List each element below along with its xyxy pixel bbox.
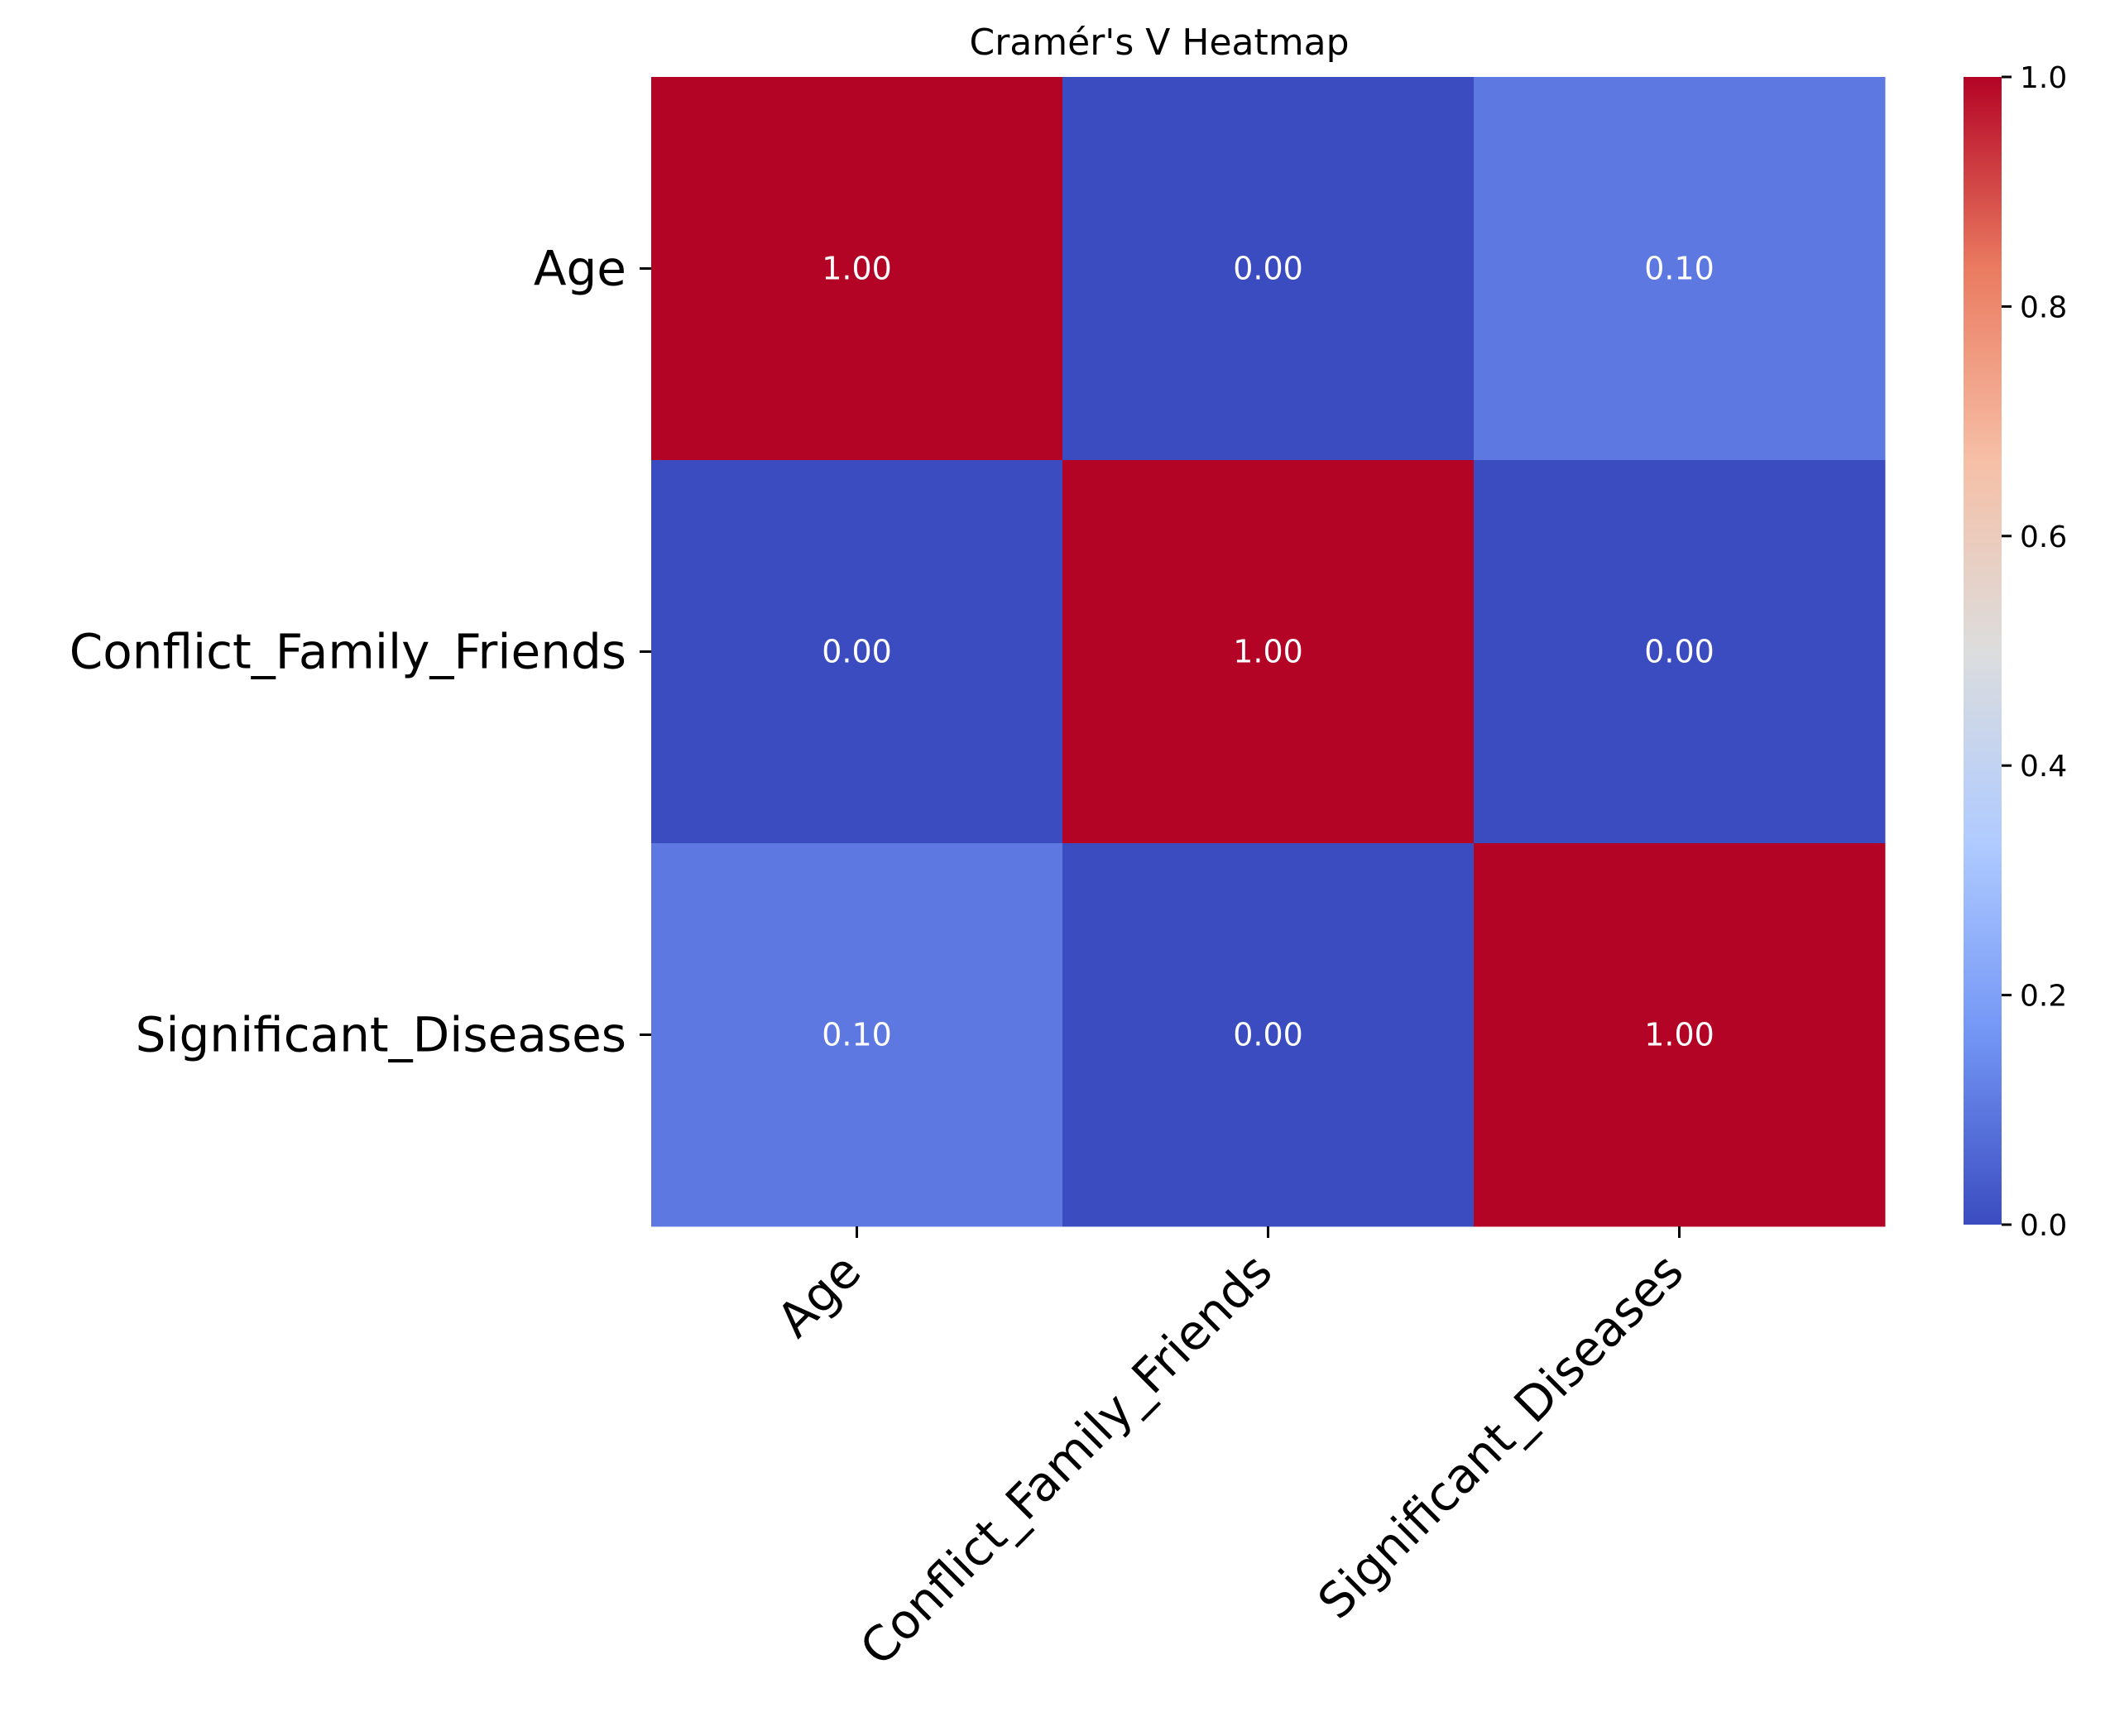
heatmap-cell-r1-c2 bbox=[1474, 460, 1886, 844]
heatmap-cells bbox=[651, 77, 1886, 1227]
heatmap-cell-r2-c0 bbox=[651, 843, 1063, 1227]
cell-value-label-r2-c1: 0.00 bbox=[1233, 1017, 1303, 1053]
y-tick-label-1: Conflict_Family_Friends bbox=[70, 624, 626, 680]
colorbar-tick-label-1: 0.2 bbox=[2020, 980, 2067, 1014]
colorbar-tick-label-4: 0.8 bbox=[2020, 290, 2067, 324]
cell-value-label-r2-c2: 1.00 bbox=[1644, 1017, 1714, 1053]
colorbar-tick-label-0: 0.0 bbox=[2020, 1209, 2067, 1243]
cell-value-label-r1-c1: 1.00 bbox=[1233, 634, 1303, 670]
chart-title: Cramér's V Heatmap bbox=[969, 22, 1349, 64]
heatmap-cell-r1-c1 bbox=[1062, 460, 1475, 844]
y-axis-ticks: Age Conflict_Family_Friends Significant_Di… bbox=[70, 241, 651, 1063]
cell-value-label-r2-c0: 0.10 bbox=[822, 1017, 892, 1053]
heatmap-cell-r0-c1 bbox=[1062, 77, 1475, 461]
colorbar-tick-label-3: 0.6 bbox=[2020, 520, 2067, 554]
cell-value-label-r1-c2: 0.00 bbox=[1644, 634, 1714, 670]
x-tick-label-1: Conflict_Family_Friends bbox=[849, 1243, 1283, 1676]
cell-value-label-r0-c0: 1.00 bbox=[822, 251, 892, 287]
heatmap-cell-labels: 1.00 0.00 0.10 0.00 1.00 0.00 0.10 0.00 1.00 bbox=[822, 251, 1714, 1053]
heatmap-cell-r0-c2 bbox=[1474, 77, 1886, 461]
y-tick-label-2: Significant_Diseases bbox=[136, 1007, 626, 1063]
cell-value-label-r0-c1: 0.00 bbox=[1233, 251, 1303, 287]
heatmap-cell-r1-c0 bbox=[651, 460, 1063, 844]
heatmap-cell-r2-c2 bbox=[1474, 843, 1886, 1227]
colorbar-tick-label-5: 1.0 bbox=[2020, 61, 2067, 95]
y-tick-label-0: Age bbox=[534, 241, 626, 297]
heatmap-cell-r2-c1 bbox=[1062, 843, 1475, 1227]
cell-value-label-r1-c0: 0.00 bbox=[822, 634, 892, 670]
heatmap-cell-r0-c0 bbox=[651, 77, 1063, 461]
cell-value-label-r0-c2: 0.10 bbox=[1644, 251, 1714, 287]
x-tick-label-2: Significant_Diseases bbox=[1307, 1243, 1695, 1630]
x-tick-label-0: Age bbox=[766, 1243, 871, 1348]
colorbar-gradient bbox=[1964, 77, 2002, 1225]
colorbar-tick-label-2: 0.4 bbox=[2020, 750, 2067, 784]
colorbar: 0.0 0.2 0.4 0.6 0.8 1.0 bbox=[1964, 61, 2067, 1243]
